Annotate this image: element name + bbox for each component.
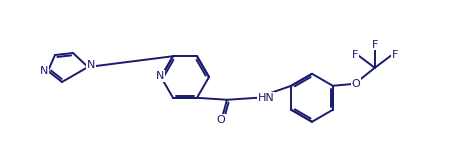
Text: O: O [352,79,360,89]
Text: N: N [40,66,48,76]
Text: N: N [156,71,164,81]
Text: N: N [87,60,95,70]
Text: F: F [372,40,378,50]
Text: HN: HN [258,93,275,103]
Text: O: O [217,115,226,125]
Text: F: F [352,50,358,60]
Text: F: F [392,50,398,60]
